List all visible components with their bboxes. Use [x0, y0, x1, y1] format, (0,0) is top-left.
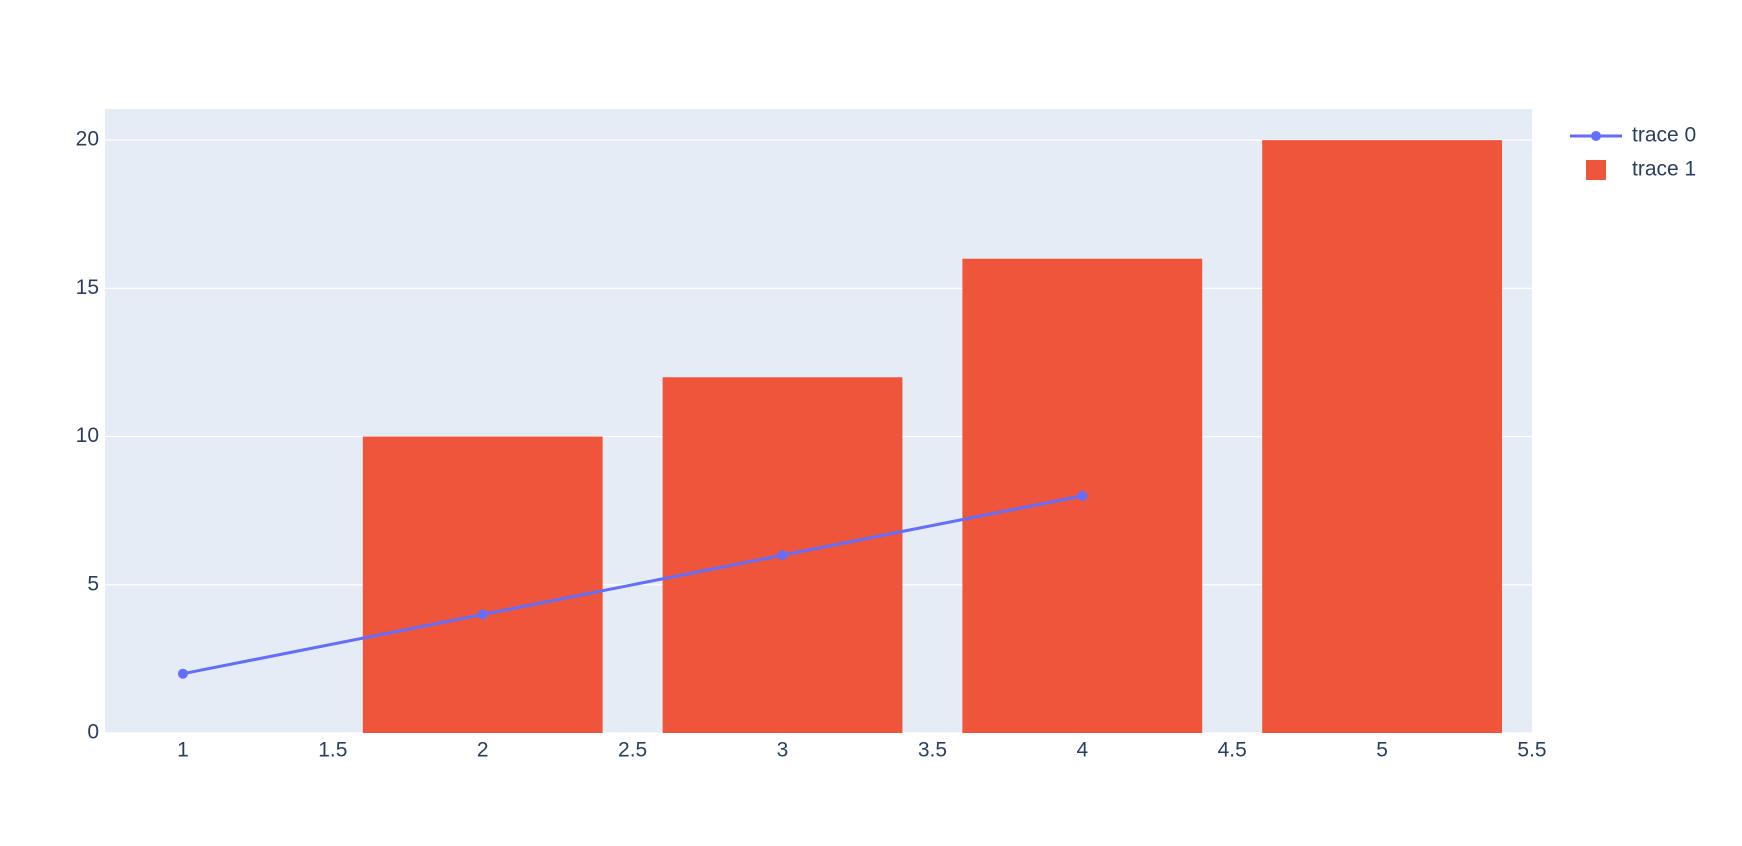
y-tick-label: 0	[87, 721, 99, 744]
x-tick-label: 4	[1076, 739, 1088, 762]
line	[182, 494, 1083, 676]
x-tick-label: 2	[477, 739, 489, 762]
x-tick-label: 2.5	[618, 739, 647, 762]
x-tick-label: 5	[1376, 739, 1388, 762]
y-tick-label: 10	[76, 424, 99, 447]
x-tick-label: 4.5	[1218, 739, 1247, 762]
y-tick-label: 20	[76, 128, 99, 151]
bar	[362, 436, 603, 733]
legend-swatch	[1586, 160, 1606, 180]
marker	[177, 668, 188, 679]
bar	[1262, 140, 1503, 734]
marker	[477, 609, 488, 620]
y-tick-label: 15	[76, 276, 99, 299]
marker	[777, 550, 788, 561]
x-tick-label: 1.5	[318, 739, 347, 762]
legend-marker	[1591, 131, 1601, 141]
x-tick-label: 1	[177, 739, 189, 762]
x-tick-label: 3.5	[918, 739, 947, 762]
x-tick-label: 5.5	[1517, 739, 1546, 762]
x-tick-label: 3	[777, 739, 789, 762]
legend-label: trace 1	[1632, 158, 1696, 181]
legend-label: trace 0	[1632, 124, 1696, 147]
marker	[1077, 490, 1088, 501]
y-tick-label: 5	[87, 572, 99, 595]
